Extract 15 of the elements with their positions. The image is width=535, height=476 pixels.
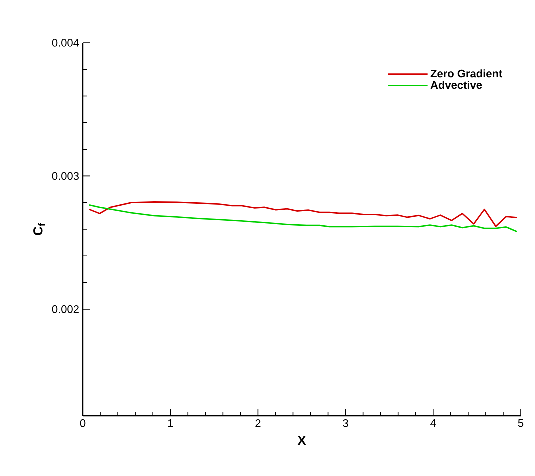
line-series [88,201,518,228]
x-tick-label: 0 [80,420,86,428]
x-tick-label: 5 [518,420,524,428]
x-tick-label: 2 [256,420,261,428]
y-tick-label: 0.002 [52,306,79,314]
x-tick-label: 3 [343,420,348,428]
y-tick-label: 0.003 [52,172,79,180]
legend-label: Zero Gradient [430,70,503,78]
x-axis-title: X [298,436,306,446]
y-tick-label: 0.004 [52,39,80,47]
y-axis-title: C$_{f}$ [34,224,46,236]
line-series [88,204,518,233]
x-tick-label: 1 [168,420,174,428]
legend-label: Advective [430,81,482,90]
x-tick-label: 4 [430,420,436,428]
